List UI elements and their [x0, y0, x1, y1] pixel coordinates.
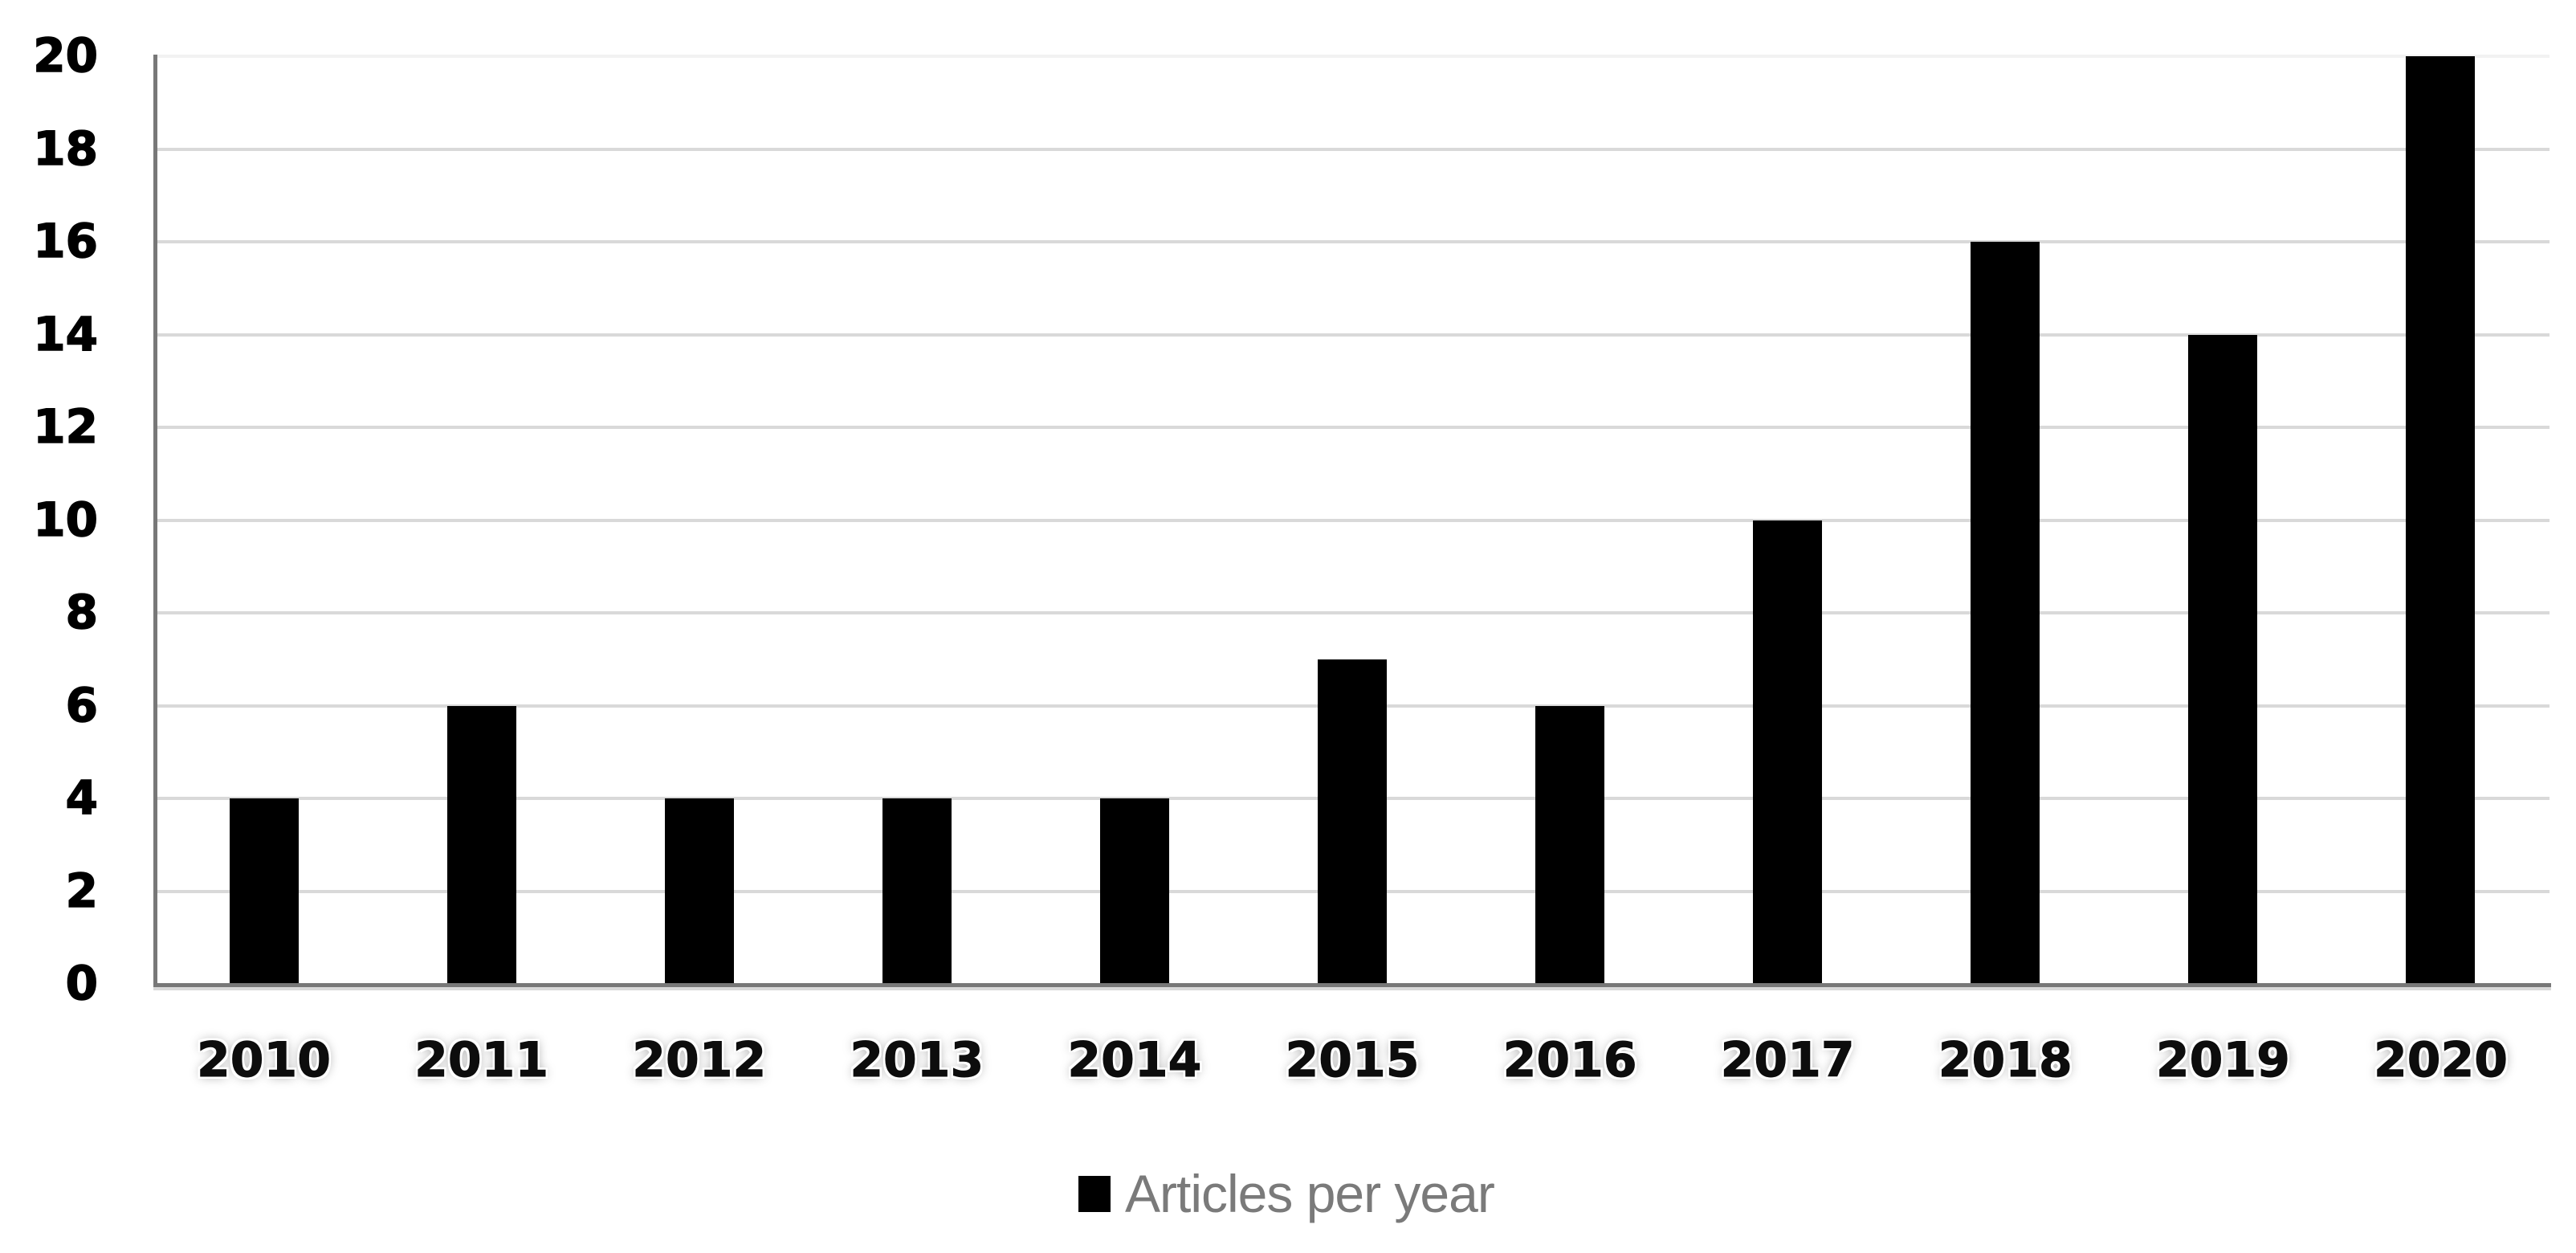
y-tick-label-10: 10 — [33, 492, 99, 547]
bar-2011 — [446, 705, 516, 984]
gridline-10 — [155, 518, 2550, 522]
plot-area — [155, 55, 2550, 984]
legend-swatch-icon — [1078, 1175, 1111, 1212]
x-tick-label-2015: 2015 — [1285, 1032, 1420, 1089]
x-tick-label-2016: 2016 — [1502, 1032, 1637, 1089]
bar-2019 — [2188, 334, 2258, 984]
bar-2018 — [1971, 242, 2040, 984]
x-tick-label-2013: 2013 — [850, 1032, 984, 1089]
y-tick-label-12: 12 — [33, 398, 99, 454]
x-tick-label-2012: 2012 — [632, 1032, 767, 1089]
y-tick-label-8: 8 — [65, 584, 99, 639]
bar-2016 — [1535, 705, 1605, 984]
bar-2013 — [882, 798, 952, 984]
gridline-14 — [155, 333, 2550, 337]
y-tick-label-16: 16 — [33, 213, 99, 268]
gridline-16 — [155, 240, 2550, 243]
x-tick-label-2018: 2018 — [1938, 1032, 2073, 1089]
gridline-18 — [155, 147, 2550, 151]
bar-2015 — [1318, 659, 1387, 984]
x-tick-label-2020: 2020 — [2373, 1032, 2508, 1089]
y-tick-label-20: 20 — [33, 27, 99, 83]
y-tick-label-18: 18 — [33, 120, 99, 176]
bar-2017 — [1753, 520, 1823, 984]
y-axis-line — [153, 55, 157, 987]
legend: Articles per year — [1078, 1159, 1495, 1228]
x-axis-line — [153, 983, 2551, 987]
gridline-8 — [155, 611, 2550, 614]
x-tick-label-2014: 2014 — [1067, 1032, 1202, 1089]
bar-2012 — [664, 798, 734, 984]
y-tick-label-4: 4 — [65, 769, 99, 825]
y-tick-label-0: 0 — [65, 955, 99, 1010]
bar-2020 — [2406, 56, 2476, 984]
x-tick-label-2019: 2019 — [2155, 1032, 2290, 1089]
bar-2010 — [229, 798, 299, 984]
gridline-12 — [155, 426, 2550, 429]
x-tick-label-2011: 2011 — [414, 1032, 549, 1089]
y-tick-label-14: 14 — [33, 306, 99, 361]
y-tick-label-6: 6 — [65, 677, 99, 733]
y-tick-label-2: 2 — [65, 863, 99, 918]
bar-2014 — [1099, 798, 1169, 984]
x-tick-label-2017: 2017 — [1720, 1032, 1855, 1089]
x-tick-label-2010: 2010 — [197, 1032, 332, 1089]
legend-label: Articles per year — [1125, 1164, 1495, 1223]
gridline-20 — [155, 55, 2550, 58]
